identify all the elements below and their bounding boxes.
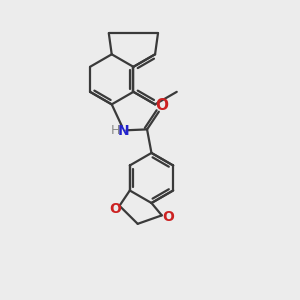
Text: H: H [111, 124, 120, 137]
Text: O: O [155, 98, 168, 113]
Text: O: O [109, 202, 121, 216]
Text: O: O [162, 210, 174, 224]
Text: N: N [118, 124, 130, 138]
